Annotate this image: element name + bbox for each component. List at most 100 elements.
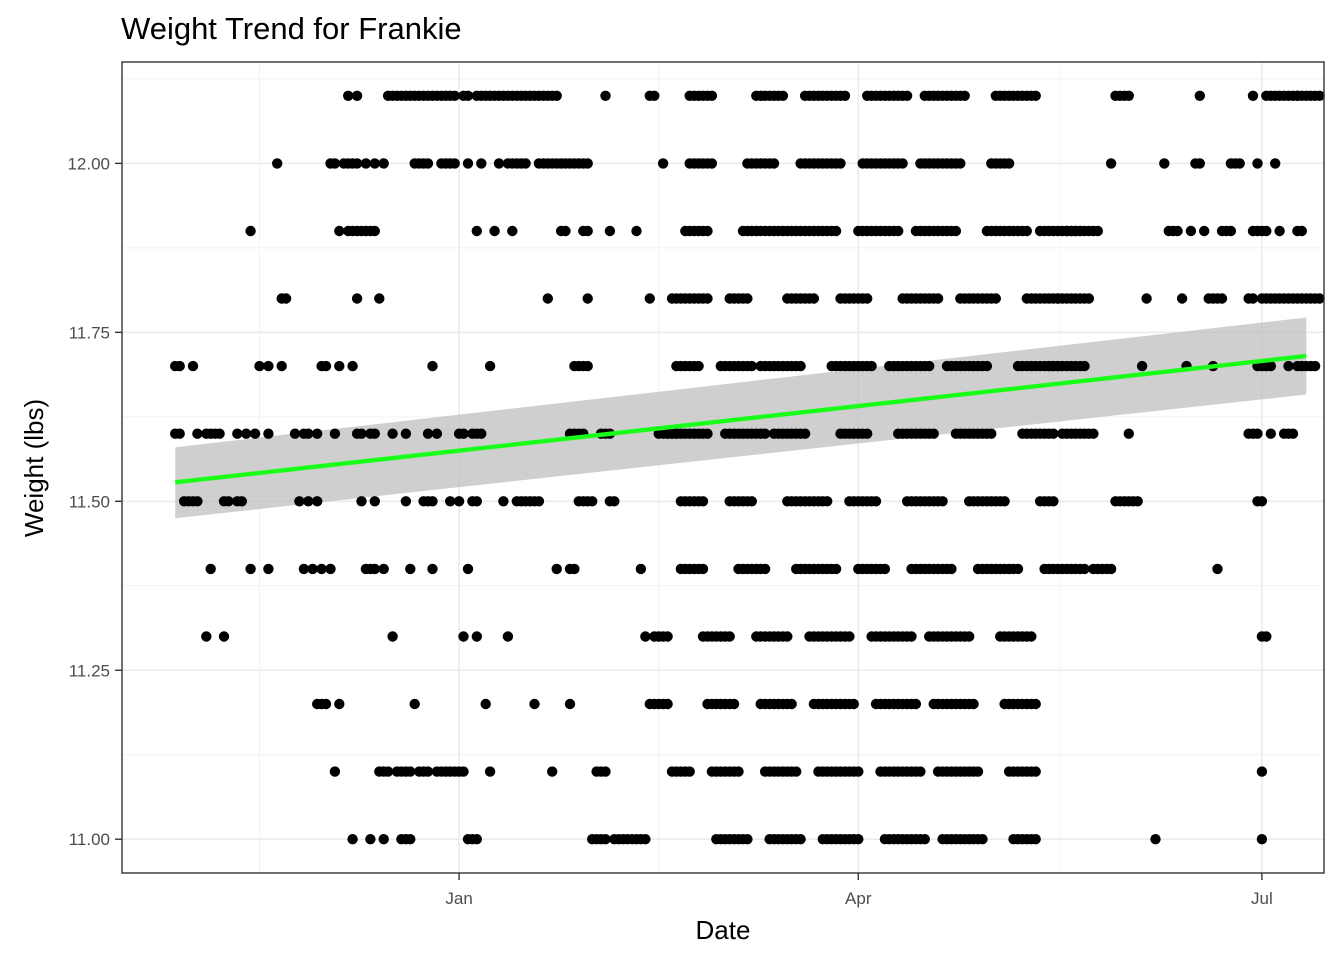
data-point — [502, 631, 514, 642]
data-point — [1026, 631, 1037, 642]
data-point — [839, 90, 851, 102]
data-point — [657, 158, 669, 169]
data-point — [236, 496, 247, 507]
data-point — [1176, 293, 1188, 304]
data-point — [986, 428, 997, 439]
data-point — [449, 90, 460, 102]
data-point — [320, 360, 332, 372]
data-point — [174, 428, 185, 439]
data-points — [170, 90, 1325, 845]
data-point — [369, 428, 380, 439]
data-point — [1141, 293, 1152, 304]
x-tick-label: Apr — [845, 889, 872, 908]
data-point — [604, 225, 616, 237]
data-point — [853, 766, 864, 777]
x-axis: Jan Apr Jul — [445, 873, 1273, 908]
data-point — [1159, 158, 1170, 169]
data-point — [449, 158, 460, 169]
data-point — [830, 225, 842, 237]
data-point — [609, 496, 620, 507]
y-tick-label: 11.50 — [69, 492, 110, 511]
data-point — [232, 428, 243, 439]
data-point — [640, 834, 651, 845]
data-point — [702, 225, 713, 237]
data-point — [728, 698, 740, 710]
data-point — [520, 158, 531, 169]
data-point — [972, 766, 984, 777]
data-point — [276, 360, 287, 372]
y-axis: 11.00 11.25 11.50 11.75 12.00 — [67, 154, 122, 849]
data-point — [431, 428, 443, 439]
data-point — [1105, 563, 1117, 575]
data-point — [901, 90, 913, 102]
data-point — [649, 90, 660, 102]
data-point — [910, 698, 922, 710]
data-point — [316, 563, 327, 575]
data-point — [879, 563, 891, 575]
data-point — [600, 766, 611, 777]
data-point — [937, 496, 948, 507]
data-point — [218, 631, 230, 642]
data-point — [1105, 158, 1117, 169]
data-point — [476, 158, 487, 169]
data-point — [964, 631, 975, 642]
data-point — [378, 563, 389, 575]
y-tick-label: 11.00 — [69, 830, 110, 849]
data-point — [249, 428, 261, 439]
data-point — [795, 360, 806, 372]
data-point — [893, 225, 904, 237]
data-point — [644, 293, 655, 304]
data-point — [1030, 698, 1041, 710]
data-point — [693, 360, 704, 372]
data-point — [1274, 225, 1285, 237]
data-point — [1256, 834, 1268, 845]
data-point — [378, 158, 389, 169]
data-point — [329, 766, 341, 777]
data-point — [915, 766, 926, 777]
data-point — [263, 428, 274, 439]
data-point — [1030, 766, 1041, 777]
data-point — [263, 360, 274, 372]
data-point — [862, 428, 873, 439]
data-point — [1270, 158, 1281, 169]
data-point — [706, 90, 718, 102]
data-point — [507, 225, 518, 237]
data-point — [999, 496, 1010, 507]
data-point — [351, 90, 363, 102]
data-point — [582, 293, 593, 304]
data-point — [263, 563, 274, 575]
data-point — [950, 225, 962, 237]
data-point — [560, 225, 571, 237]
data-point — [928, 428, 939, 439]
data-point — [458, 428, 469, 439]
data-point — [706, 158, 718, 169]
data-point — [427, 360, 438, 372]
data-point — [272, 158, 283, 169]
data-point — [458, 631, 469, 642]
data-point — [870, 496, 882, 507]
data-point — [378, 834, 389, 845]
data-point — [298, 563, 310, 575]
data-point — [205, 563, 216, 575]
data-point — [303, 496, 314, 507]
data-point — [702, 293, 713, 304]
data-point — [702, 428, 713, 439]
data-point — [635, 563, 647, 575]
data-point — [853, 834, 864, 845]
data-point — [662, 698, 673, 710]
data-point — [1012, 563, 1024, 575]
data-point — [351, 158, 363, 169]
data-point — [484, 766, 496, 777]
data-point — [924, 360, 935, 372]
data-point — [356, 428, 367, 439]
data-point — [387, 428, 398, 439]
data-point — [427, 563, 438, 575]
data-point — [799, 428, 811, 439]
data-point — [334, 360, 345, 372]
data-point — [312, 428, 323, 439]
data-point — [400, 428, 412, 439]
y-tick-label: 11.25 — [69, 661, 110, 680]
data-point — [462, 563, 474, 575]
data-point — [782, 631, 793, 642]
